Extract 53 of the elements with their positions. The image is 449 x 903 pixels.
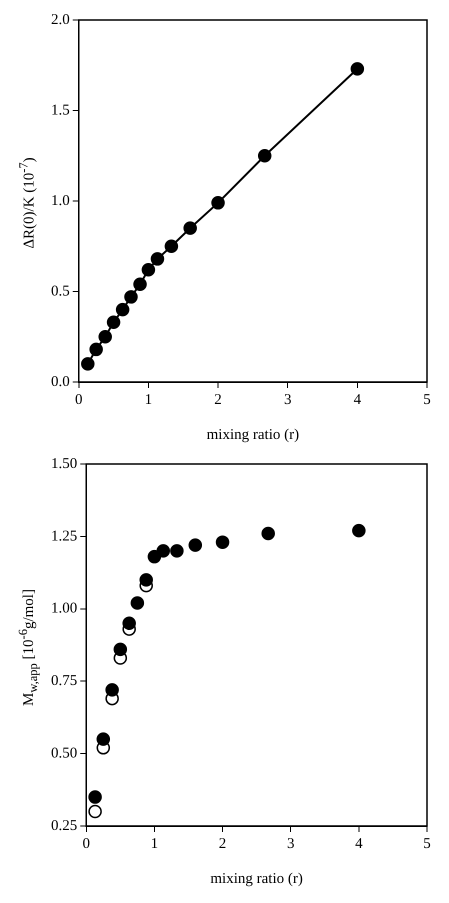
point (156, 544, 170, 558)
point (261, 526, 275, 540)
point (105, 683, 119, 697)
x-tick-label: 5 (423, 392, 431, 408)
x-tick-label: 0 (82, 836, 90, 852)
y-tick-label: 1.25 (51, 528, 78, 544)
x-tick-label: 4 (354, 392, 362, 408)
point (98, 330, 112, 344)
y-tick-label: 1.00 (51, 600, 78, 617)
point (350, 62, 364, 76)
point (170, 544, 184, 558)
y-tick-label: 1.5 (51, 102, 70, 118)
point (106, 316, 120, 330)
point (142, 263, 156, 277)
x-tick-label: 1 (150, 836, 158, 852)
point (96, 732, 110, 746)
x-tick-label: 4 (355, 836, 364, 852)
x-tick-label: 0 (75, 392, 82, 408)
x-tick-label: 3 (284, 392, 292, 408)
point (150, 252, 164, 266)
point (211, 196, 225, 210)
point (188, 538, 202, 552)
x-axis-title: mixing ratio (r) (210, 870, 303, 887)
x-tick-label: 2 (218, 836, 226, 852)
y-tick-label: 0.0 (51, 374, 70, 390)
point (258, 149, 272, 162)
x-tick-label: 5 (423, 836, 431, 852)
point (88, 804, 102, 818)
point (81, 357, 95, 371)
y-tick-label: 0.75 (51, 673, 78, 690)
point (183, 221, 197, 235)
y-tick-label: 1.0 (51, 192, 70, 209)
point (124, 290, 138, 304)
x-tick-label: 1 (144, 392, 152, 408)
y-tick-label: 2.0 (51, 12, 70, 28)
point (116, 302, 130, 316)
x-tick-label: 2 (214, 392, 222, 408)
point (89, 342, 103, 356)
point (164, 240, 178, 253)
y-tick-label: 0.50 (51, 746, 78, 762)
point (122, 616, 136, 630)
y-tick-label: 0.5 (51, 283, 70, 300)
point (139, 573, 153, 587)
point (352, 524, 366, 538)
point (114, 642, 128, 656)
point (88, 790, 102, 804)
y-tick-label: 1.50 (51, 456, 78, 472)
point (133, 278, 147, 292)
point (130, 596, 144, 610)
point (216, 535, 230, 549)
x-axis-title: mixing ratio (r) (206, 426, 300, 443)
y-tick-label: 0.25 (51, 818, 78, 834)
x-tick-label: 3 (286, 836, 294, 852)
